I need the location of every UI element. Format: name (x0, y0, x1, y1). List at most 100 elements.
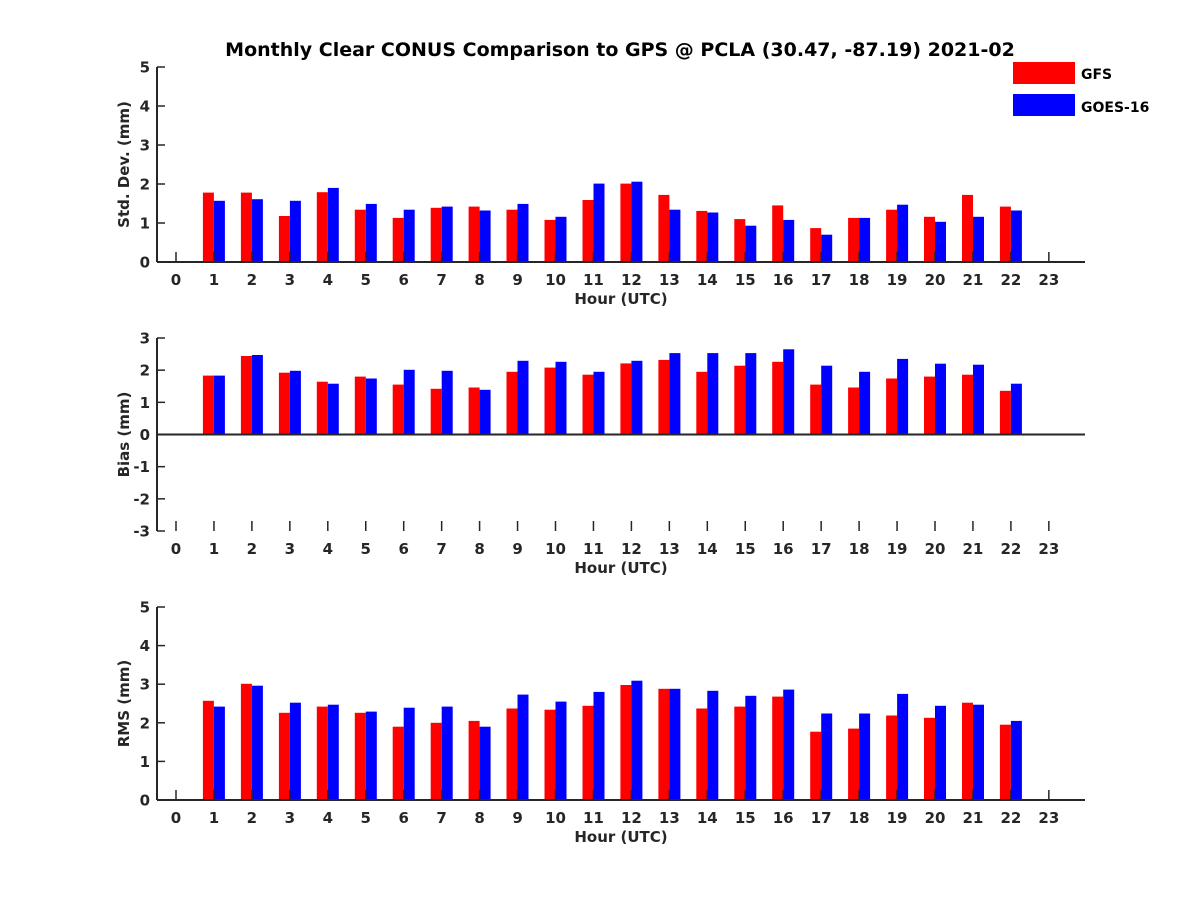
std-dev-y-tick-label: 3 (140, 137, 150, 155)
std-dev-y-tick-label: 0 (140, 254, 150, 272)
bias-x-tick-label: 5 (361, 540, 371, 558)
bias-bar-gfs-hour-15 (734, 365, 746, 435)
bias-x-tick-label: 7 (436, 540, 446, 558)
rms-x-tick-label: 13 (659, 809, 680, 827)
std-dev-bar-goes16-hour-21 (973, 216, 984, 262)
std-dev-bar-gfs-hour-12 (620, 183, 632, 262)
rms-bar-goes16-hour-8 (479, 726, 491, 800)
bias-y-tick-label: -2 (133, 490, 150, 508)
rms-bar-gfs-hour-15 (734, 706, 746, 800)
std-dev-bar-goes16-hour-10 (555, 216, 567, 262)
rms-bar-gfs-hour-22 (999, 724, 1011, 800)
bias-x-tick-label: 0 (171, 540, 181, 558)
rms-y-tick-label: 3 (140, 676, 150, 694)
bias-y-tick-label: -1 (133, 458, 150, 476)
std-dev-bar-goes16-hour-20 (935, 221, 946, 262)
std-dev-y-tick-label: 4 (140, 98, 150, 116)
std-dev-bar-goes16-hour-19 (897, 204, 909, 262)
bias-bar-goes16-hour-5 (365, 378, 377, 435)
bias-bar-gfs-hour-12 (620, 363, 632, 435)
std-dev-bar-goes16-hour-11 (593, 183, 605, 262)
rms-bar-goes16-hour-20 (935, 705, 946, 800)
std-dev-bar-gfs-hour-6 (392, 217, 404, 262)
bias-bar-gfs-hour-1 (202, 375, 214, 435)
bias-x-tick-label: 10 (545, 540, 566, 558)
rms-x-tick-label: 5 (361, 809, 371, 827)
bias-bar-gfs-hour-9 (506, 371, 518, 435)
std-dev-bar-goes16-hour-1 (213, 200, 225, 262)
rms-bar-goes16-hour-17 (821, 713, 833, 800)
std-dev-x-tick-label: 1 (209, 271, 219, 289)
bias-bar-gfs-hour-3 (278, 372, 290, 435)
bias-bar-gfs-hour-8 (468, 387, 480, 435)
chart-title: Monthly Clear CONUS Comparison to GPS @ … (225, 39, 1015, 61)
bias-x-tick-label: 13 (659, 540, 680, 558)
std-dev-bar-goes16-hour-13 (669, 209, 681, 262)
std-dev-bar-gfs-hour-9 (506, 209, 518, 262)
std-dev-x-tick-label: 22 (1000, 271, 1021, 289)
std-dev-x-tick-label: 20 (925, 271, 946, 289)
rms-y-axis-label: RMS (mm) (115, 660, 133, 747)
rms-bar-goes16-hour-1 (213, 706, 225, 800)
bias-bar-goes16-hour-13 (669, 353, 681, 435)
rms-bar-gfs-hour-4 (316, 706, 328, 800)
bias-bar-goes16-hour-9 (517, 360, 529, 435)
bias-bar-goes16-hour-1 (213, 375, 225, 435)
rms-y-tick-label: 5 (140, 599, 150, 617)
rms-x-tick-label: 0 (171, 809, 181, 827)
rms-bar-goes16-hour-5 (365, 711, 377, 800)
std-dev-x-tick-label: 23 (1038, 271, 1059, 289)
rms-bar-gfs-hour-5 (354, 712, 366, 800)
std-dev-x-tick-label: 21 (963, 271, 984, 289)
std-dev-bar-goes16-hour-7 (441, 206, 453, 262)
bias-bar-goes16-hour-14 (707, 353, 719, 435)
rms-bar-goes16-hour-14 (707, 690, 719, 800)
bias-bar-goes16-hour-20 (935, 363, 946, 435)
std-dev-x-tick-label: 11 (583, 271, 604, 289)
rms-bar-gfs-hour-19 (886, 715, 898, 800)
rms-bar-goes16-hour-10 (555, 701, 567, 800)
rms-x-tick-label: 21 (963, 809, 984, 827)
bias-y-tick-label: 2 (140, 362, 150, 380)
rms-bar-gfs-hour-9 (506, 708, 518, 800)
bias-x-tick-label: 1 (209, 540, 219, 558)
bias-bar-gfs-hour-6 (392, 384, 404, 435)
rms-bar-gfs-hour-1 (202, 700, 214, 800)
std-dev-bar-gfs-hour-21 (962, 194, 973, 262)
std-dev-bar-goes16-hour-14 (707, 212, 719, 262)
std-dev-bar-gfs-hour-20 (924, 216, 935, 262)
bias-bar-goes16-hour-3 (289, 370, 301, 435)
bias-bar-goes16-hour-18 (859, 371, 871, 435)
rms-x-tick-label: 18 (849, 809, 870, 827)
bias-bar-goes16-hour-22 (1010, 383, 1022, 435)
bias-bar-goes16-hour-7 (441, 370, 453, 435)
legend-label-gfs: GFS (1081, 67, 1112, 83)
bias-bar-gfs-hour-10 (544, 367, 556, 435)
bias-bar-gfs-hour-18 (848, 387, 860, 435)
bias-x-tick-label: 18 (849, 540, 870, 558)
rms-bar-gfs-hour-3 (278, 712, 290, 800)
rms-x-tick-label: 14 (697, 809, 718, 827)
rms-x-tick-label: 15 (735, 809, 756, 827)
bias-y-tick-label: 0 (140, 426, 150, 444)
bias-bar-gfs-hour-7 (430, 388, 442, 435)
std-dev-bar-gfs-hour-4 (316, 192, 328, 262)
rms-bar-goes16-hour-15 (745, 695, 757, 800)
std-dev-bar-goes16-hour-8 (479, 210, 491, 262)
bias-x-tick-label: 12 (621, 540, 642, 558)
bias-x-tick-label: 6 (398, 540, 408, 558)
bias-bar-goes16-hour-16 (783, 349, 795, 435)
std-dev-x-tick-label: 8 (474, 271, 484, 289)
bias-x-tick-label: 19 (887, 540, 908, 558)
bias-x-tick-label: 15 (735, 540, 756, 558)
std-dev-x-tick-label: 15 (735, 271, 756, 289)
std-dev-bar-gfs-hour-19 (886, 209, 898, 262)
rms-bar-goes16-hour-9 (517, 694, 529, 800)
std-dev-x-tick-label: 10 (545, 271, 566, 289)
bias-x-tick-label: 14 (697, 540, 718, 558)
rms-y-tick-label: 0 (140, 792, 150, 810)
bias-x-tick-label: 3 (285, 540, 295, 558)
bias-bar-gfs-hour-4 (316, 381, 328, 435)
std-dev-bar-gfs-hour-5 (354, 209, 366, 262)
